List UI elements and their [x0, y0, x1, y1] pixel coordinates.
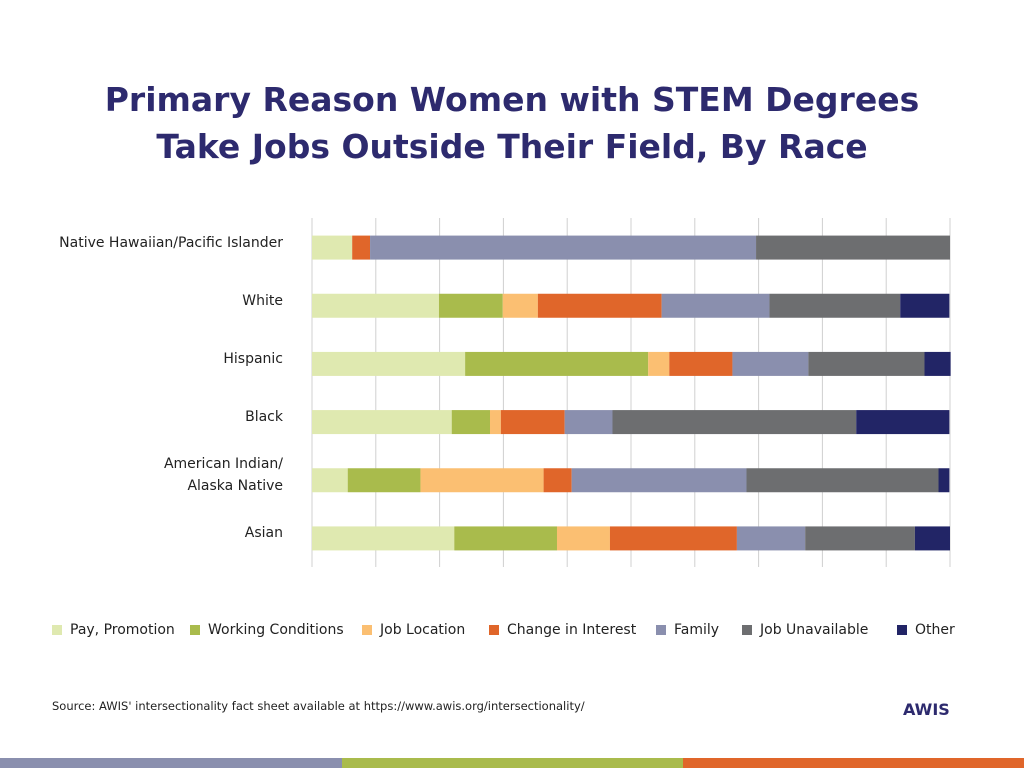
bar-segment — [347, 468, 421, 493]
category-label: Black — [245, 409, 283, 426]
bar-segment — [312, 235, 353, 260]
bar-segment — [805, 526, 915, 551]
bar-segment — [502, 293, 538, 318]
bar-segment — [808, 351, 925, 376]
legend-label: Family — [674, 622, 720, 638]
category-label: White — [242, 292, 283, 309]
bar-segment — [746, 468, 939, 493]
bar-segment — [924, 351, 951, 376]
stripe — [0, 758, 342, 768]
bar-segment — [571, 468, 747, 493]
legend-item: Other — [897, 622, 955, 638]
bar-segment — [736, 526, 806, 551]
bar-segment — [938, 468, 950, 493]
legend-item: Working Conditions — [190, 622, 344, 638]
legend-label: Pay, Promotion — [70, 622, 175, 638]
legend-swatch — [362, 625, 372, 635]
bar-segment — [500, 410, 565, 435]
category-label: Asian — [244, 525, 283, 542]
bar-segment — [609, 526, 737, 551]
legend-label: Job Unavailable — [760, 622, 869, 638]
bar-segment — [769, 293, 901, 318]
bar-segment — [420, 468, 544, 493]
legend-swatch — [897, 625, 907, 635]
bar-segment — [451, 410, 491, 435]
bar-segment — [537, 293, 662, 318]
stripe — [683, 758, 1024, 768]
bar-segment — [352, 235, 371, 260]
bar-segment — [900, 293, 950, 318]
bar-segment — [312, 293, 439, 318]
bar-segment — [312, 526, 455, 551]
stripe — [342, 758, 683, 768]
legend-label: Change in Interest — [507, 622, 637, 638]
brand: AWIS — [903, 700, 950, 719]
bar-segment — [564, 410, 613, 435]
legend-swatch — [190, 625, 200, 635]
legend-label: Other — [915, 622, 955, 638]
category-label: Native Hawaiian/Pacific Islander — [59, 234, 283, 251]
legend-item: Job Location — [362, 622, 465, 638]
legend-item: Change in Interest — [489, 622, 636, 638]
bar-segment — [370, 235, 757, 260]
bar-segment — [312, 468, 348, 493]
bar-segment — [612, 410, 857, 435]
bar-segment — [756, 235, 950, 260]
legend-swatch — [656, 625, 666, 635]
bar-segment — [312, 410, 452, 435]
bar-segment — [312, 351, 466, 376]
bar-segment — [465, 351, 649, 376]
bar-segment — [661, 293, 770, 318]
legend-item: Job Unavailable — [742, 622, 868, 638]
bar-segment — [454, 526, 557, 551]
bar-segment — [648, 351, 670, 376]
category-label: Hispanic — [223, 350, 283, 367]
legend-item: Family — [656, 622, 719, 638]
bar-segment — [490, 410, 501, 435]
legend-swatch — [742, 625, 752, 635]
legend-swatch — [52, 625, 62, 635]
bar-segment — [856, 410, 950, 435]
legend-label: Working Conditions — [208, 622, 344, 638]
bar-segment — [438, 293, 503, 318]
source-note: Source: AWIS' intersectionality fact she… — [52, 699, 585, 713]
legend-item: Pay, Promotion — [52, 622, 175, 638]
bar-segment — [669, 351, 733, 376]
bar-segment — [914, 526, 950, 551]
bar-segment — [543, 468, 572, 493]
chart-title: Primary Reason Women with STEM Degrees T… — [104, 80, 920, 166]
category-label: American Indian/ Alaska Native — [163, 456, 283, 495]
bar-segment — [556, 526, 610, 551]
legend-label: Job Location — [380, 622, 466, 638]
bar-segment — [732, 351, 809, 376]
legend-swatch — [489, 625, 499, 635]
